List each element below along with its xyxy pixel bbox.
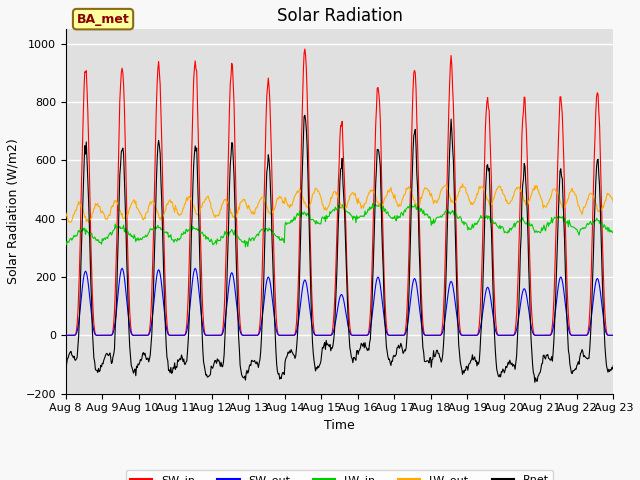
SW_in (212, 333, 220, 338)
SW_out (407, 296, 415, 301)
Line: SW_in: SW_in (66, 49, 613, 336)
SW_out (62, 333, 70, 338)
LW_out (213, 213, 221, 218)
SW_in (62, 333, 70, 338)
LW_in (369, 201, 376, 206)
Rnet (212, 360, 220, 366)
LW_in (128, 233, 136, 239)
SW_in (128, 331, 136, 337)
LW_in (408, 203, 415, 209)
Y-axis label: Solar Radiation (W/m2): Solar Radiation (W/m2) (7, 139, 20, 284)
LW_in (62, 239, 70, 244)
Rnet (609, 362, 617, 368)
SW_in (609, 333, 617, 338)
Rnet (72, 357, 79, 363)
LW_in (184, 229, 191, 235)
SW_in (184, 308, 191, 314)
LW_in (212, 241, 220, 247)
Title: Solar Radiation: Solar Radiation (276, 7, 403, 25)
LW_out (459, 181, 467, 187)
Rnet (301, 112, 308, 118)
SW_in (301, 46, 308, 52)
Line: Rnet: Rnet (66, 115, 613, 383)
SW_out (129, 332, 136, 338)
LW_out (62, 210, 70, 216)
LW_in (242, 244, 250, 250)
LW_in (424, 211, 431, 217)
LW_out (129, 199, 136, 204)
Rnet (184, 348, 191, 353)
SW_in (407, 173, 415, 179)
LW_in (609, 229, 617, 235)
SW_out (423, 333, 431, 338)
X-axis label: Time: Time (324, 419, 355, 432)
Line: SW_out: SW_out (66, 268, 613, 336)
SW_out (72, 332, 79, 337)
SW_out (213, 333, 221, 338)
LW_out (184, 195, 192, 201)
LW_out (423, 186, 431, 192)
LW_out (407, 186, 415, 192)
Line: LW_in: LW_in (66, 204, 613, 247)
Line: LW_out: LW_out (66, 184, 613, 223)
SW_in (72, 331, 79, 337)
SW_out (609, 333, 617, 338)
LW_out (609, 199, 617, 205)
SW_out (118, 265, 126, 271)
LW_out (72, 207, 79, 213)
SW_out (184, 319, 192, 324)
LW_in (72, 233, 79, 239)
LW_out (84, 220, 92, 226)
Rnet (531, 380, 539, 385)
Rnet (128, 365, 136, 371)
SW_in (423, 333, 431, 338)
Legend: SW_in, SW_out, LW_in, LW_out, Rnet: SW_in, SW_out, LW_in, LW_out, Rnet (125, 470, 554, 480)
Text: BA_met: BA_met (77, 12, 129, 25)
Rnet (62, 361, 70, 367)
Rnet (407, 227, 415, 233)
Rnet (423, 358, 431, 364)
